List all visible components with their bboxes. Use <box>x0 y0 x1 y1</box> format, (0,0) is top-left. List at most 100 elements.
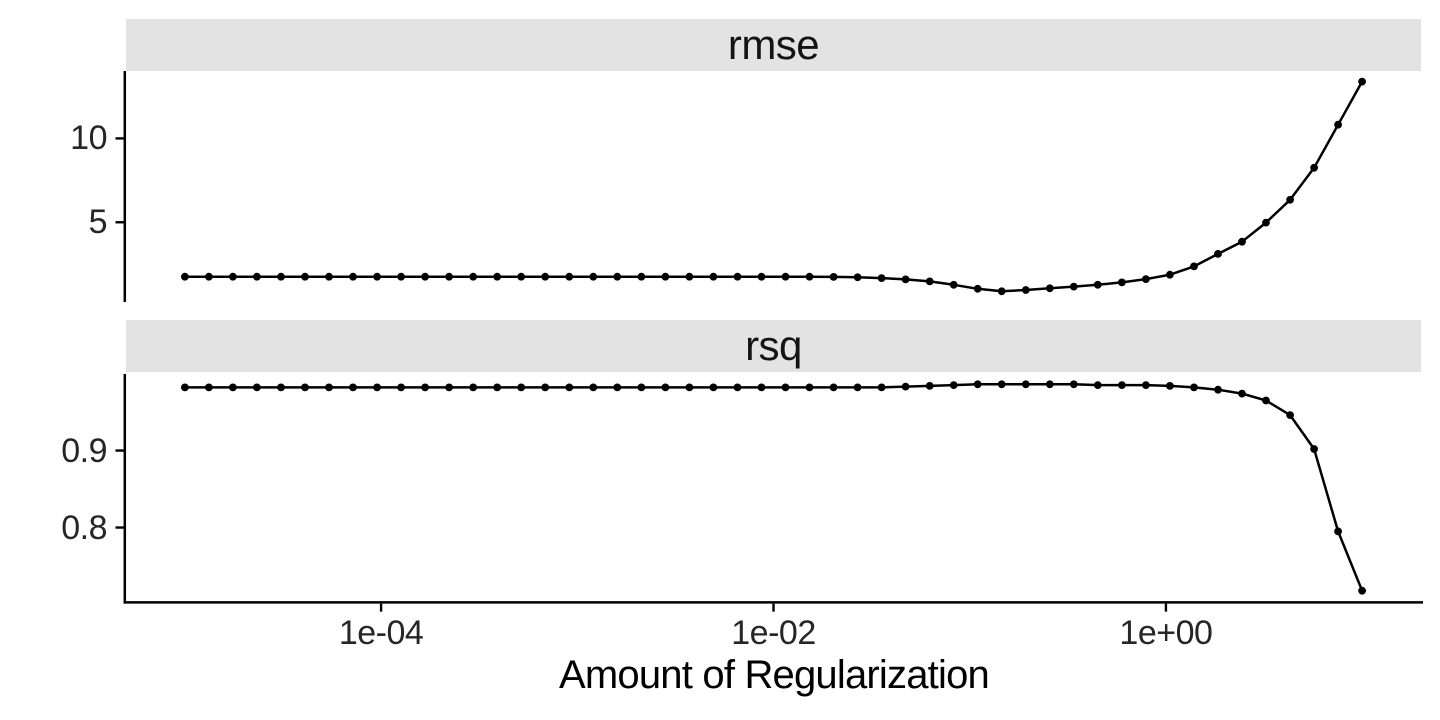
rsq-point <box>565 383 574 392</box>
rmse-point <box>373 272 381 281</box>
rmse-point <box>805 272 814 281</box>
facet-strip-rsq: rsq <box>126 320 1421 372</box>
rsq-point <box>901 382 910 391</box>
rmse-point <box>229 272 237 281</box>
rmse-point <box>1142 275 1150 283</box>
rmse-point <box>829 273 838 281</box>
rmse-point <box>757 272 766 281</box>
rsq-point <box>1045 380 1054 389</box>
facet-strip-label-rmse: rmse <box>727 21 820 68</box>
rmse-point <box>325 272 333 281</box>
rsq-point <box>349 383 357 392</box>
facet-strip-label-rsq: rsq <box>745 322 802 369</box>
rmse-point <box>877 274 886 282</box>
rmse-point <box>1334 120 1342 129</box>
rmse-point <box>421 272 429 281</box>
rmse-point <box>781 272 790 281</box>
rmse-line <box>183 80 1364 293</box>
rsq-point <box>493 383 502 392</box>
rsq-point <box>613 383 622 392</box>
rsq-point <box>1286 411 1294 419</box>
rmse-point <box>301 272 309 281</box>
rmse-point <box>1310 163 1318 172</box>
rmse-point <box>253 272 261 281</box>
rsq-point <box>853 383 862 392</box>
rsq-point <box>1069 380 1078 389</box>
rmse-point <box>517 272 526 281</box>
rsq-point <box>1214 385 1222 394</box>
rsq-point <box>925 382 934 390</box>
rsq-point <box>445 383 453 392</box>
rsq-point <box>757 383 766 392</box>
rsq-point <box>277 383 285 392</box>
rsq-point <box>1238 389 1246 398</box>
rmse-point <box>181 272 189 281</box>
rmse-point <box>637 272 646 281</box>
rmse-point <box>1021 286 1030 294</box>
rsq-point <box>421 383 429 392</box>
rsq-point <box>541 383 550 392</box>
rmse-point <box>733 272 742 281</box>
rmse-point <box>1358 77 1366 86</box>
rsq-point <box>733 383 742 392</box>
rmse-point <box>1238 237 1246 246</box>
rsq-point <box>373 383 381 392</box>
rmse-point <box>1166 270 1174 279</box>
rsq-point <box>1142 381 1150 389</box>
rmse-point <box>349 272 357 281</box>
rmse-point <box>1093 280 1102 289</box>
rsq-point <box>685 383 694 392</box>
rmse-point <box>613 272 622 281</box>
rsq-point <box>253 383 261 392</box>
rsq-point <box>949 381 958 389</box>
rsq-point <box>1118 381 1126 389</box>
rsq-point <box>997 380 1006 389</box>
y-axis-tick-label-rsq-1: 0.8 <box>61 508 107 547</box>
rsq-point <box>829 383 838 392</box>
rsq-point <box>1166 382 1174 390</box>
rmse-point <box>397 272 405 281</box>
rmse-point <box>1214 250 1222 258</box>
rmse-point <box>997 287 1006 296</box>
y-axis-tick-label-rmse-0: 10 <box>70 119 107 158</box>
y-axis-tick-label-rsq-0: 0.9 <box>61 431 107 470</box>
rmse-point <box>469 272 478 281</box>
facet-strip-rmse: rmse <box>126 19 1421 71</box>
rsq-point <box>469 383 478 392</box>
rsq-point <box>709 383 718 392</box>
rsq-point <box>1093 381 1102 389</box>
x-axis-tick-label-1: 1e-02 <box>731 614 816 652</box>
rsq-point <box>1021 380 1030 389</box>
rsq-point <box>1310 445 1318 453</box>
rsq-point <box>325 383 333 392</box>
rsq-point <box>781 383 790 392</box>
rmse-point <box>925 277 934 286</box>
rmse-point <box>493 272 502 281</box>
rmse-point <box>1118 278 1126 287</box>
rmse-point <box>973 284 982 293</box>
rmse-point <box>565 272 574 281</box>
rmse-point <box>541 272 550 281</box>
rsq-point <box>805 383 814 392</box>
rmse-point <box>589 272 598 281</box>
rmse-point <box>949 280 958 289</box>
rmse-point <box>205 272 213 281</box>
x-axis-title: Amount of Regularization <box>559 653 990 697</box>
rsq-point <box>517 383 526 392</box>
rsq-point <box>661 383 670 392</box>
rsq-line <box>183 383 1364 592</box>
rmse-point <box>1262 218 1270 227</box>
rmse-point <box>685 272 694 281</box>
rmse-point <box>445 272 453 281</box>
rsq-point <box>1358 586 1366 595</box>
rsq-point <box>397 383 405 392</box>
rmse-point <box>1190 262 1198 271</box>
rmse-point <box>853 273 862 282</box>
rmse-point <box>901 275 910 284</box>
rsq-point <box>637 383 646 392</box>
rmse-point <box>661 272 670 281</box>
x-axis-tick-label-0: 1e-04 <box>338 614 424 652</box>
rmse-point <box>709 272 718 281</box>
